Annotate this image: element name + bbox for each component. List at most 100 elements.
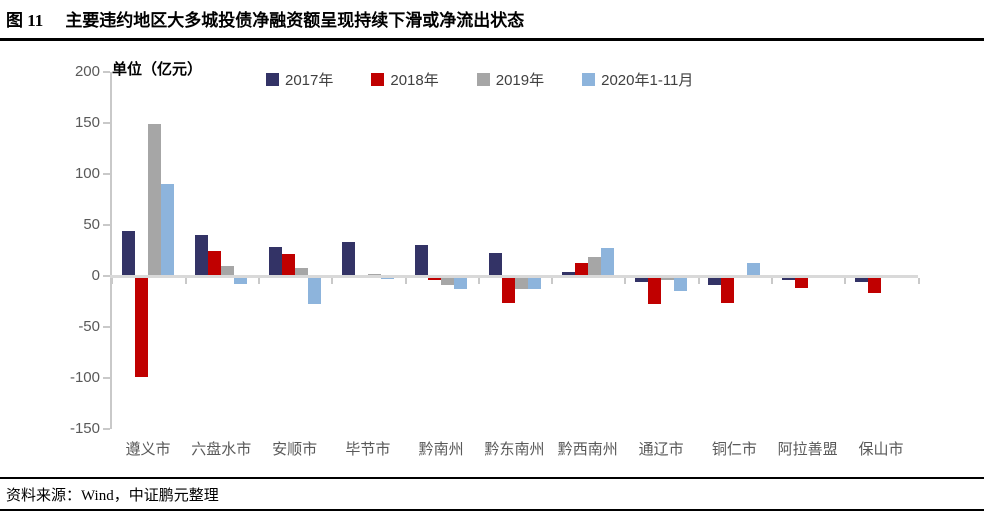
- legend-item: 2020年1-11月: [582, 69, 693, 90]
- x-tick-mark: [331, 277, 334, 284]
- legend-item: 2018年: [371, 69, 439, 90]
- divider-bottom: [0, 509, 984, 511]
- chart-bar: [307, 276, 321, 304]
- chart-bar: [747, 262, 761, 276]
- legend-swatch-icon: [476, 73, 490, 86]
- chart-bar: [855, 276, 868, 283]
- y-tick-label: -100: [69, 369, 100, 386]
- x-axis-label: 铜仁市: [711, 441, 757, 458]
- x-tick-mark: [111, 277, 114, 284]
- x-tick-mark: [257, 277, 260, 284]
- chart-legend: 2017年 2018年 2019年 2020年1-11月: [266, 69, 693, 90]
- chart-bar: [195, 235, 209, 276]
- divider-footer: [0, 477, 984, 479]
- x-tick-mark: [624, 277, 627, 284]
- chart-bar: [135, 276, 148, 377]
- legend-item: 2019年: [476, 69, 545, 90]
- chart-bar: [428, 276, 442, 281]
- chart-bar: [587, 256, 601, 276]
- figure-title-text: 主要违约地区大多城投债净融资额呈现持续下滑或净流出状态: [65, 11, 525, 30]
- y-tick-label: 150: [74, 114, 100, 131]
- y-tick-label: 100: [74, 165, 100, 182]
- figure-number: 图 11: [6, 11, 44, 30]
- x-tick-mark: [477, 277, 480, 284]
- y-tick-mark: [103, 428, 110, 430]
- y-tick-label: -150: [69, 420, 100, 437]
- x-axis-label: 安顺市: [272, 441, 318, 458]
- chart-bar: [674, 276, 688, 292]
- x-axis-label: 毕节市: [345, 441, 391, 458]
- chart-bar: [221, 265, 235, 276]
- chart-bar: [234, 276, 248, 285]
- chart-bar: [268, 247, 282, 276]
- y-tick-mark: [103, 275, 110, 277]
- chart-bar: [527, 276, 541, 290]
- x-axis-zero-line: [110, 274, 918, 278]
- chart-bar: [648, 276, 662, 304]
- source-note: 资料来源：Wind，中证鹏元整理: [6, 488, 219, 504]
- chart-bar: [488, 252, 502, 276]
- x-tick-mark: [184, 277, 187, 284]
- x-tick-mark: [771, 277, 774, 284]
- y-axis-line: [110, 72, 112, 429]
- unit-label: 单位（亿元）: [112, 61, 203, 78]
- x-axis-label: 保山市: [858, 441, 904, 458]
- y-tick-mark: [103, 173, 110, 175]
- chart-bar: [868, 276, 881, 294]
- chart-bar: [148, 124, 161, 276]
- legend-swatch-icon: [582, 73, 596, 86]
- chart-bar: [561, 271, 575, 276]
- x-axis-label: 遵义市: [125, 441, 171, 458]
- legend-label: 2019年: [495, 72, 545, 89]
- legend-swatch-icon: [371, 73, 385, 86]
- chart-bar: [661, 276, 675, 281]
- y-tick-label: 200: [74, 63, 100, 80]
- chart-bar: [600, 248, 614, 276]
- x-tick-mark: [844, 277, 847, 284]
- figure-title: 图 11 主要违约地区大多城投债净融资额呈现持续下滑或净流出状态: [6, 6, 976, 32]
- chart-bar: [161, 184, 174, 276]
- x-tick-mark: [551, 277, 554, 284]
- chart-bar: [501, 276, 515, 303]
- chart-bar: [294, 267, 308, 276]
- chart-bar: [380, 276, 394, 280]
- x-axis-label: 黔西南州: [557, 441, 618, 458]
- chart-bar: [635, 276, 649, 283]
- chart-bar: [781, 276, 795, 281]
- x-axis-label: 黔东南州: [484, 441, 545, 458]
- divider-top: [0, 38, 984, 41]
- chart-bar: [708, 276, 722, 286]
- y-tick-mark: [103, 71, 110, 73]
- chart-bar: [721, 276, 735, 303]
- x-axis-label: 阿拉善盟: [777, 441, 838, 458]
- y-tick-label: -50: [78, 318, 100, 335]
- y-tick-mark: [103, 326, 110, 328]
- legend-label: 2020年1-11月: [601, 72, 694, 89]
- legend-item: 2017年: [266, 69, 333, 90]
- chart-bar: [514, 276, 528, 290]
- chart-bar: [281, 253, 295, 276]
- chart-bar: [415, 245, 429, 276]
- bar-chart: 单位（亿元） 2017年 2018年 2019年 2020年1-11月 200 150 1…: [0, 42, 984, 472]
- chart-bar: [208, 250, 222, 276]
- legend-label: 2018年: [390, 72, 439, 89]
- y-tick-label: 0: [91, 267, 100, 284]
- x-axis-label: 六盘水市: [191, 441, 252, 458]
- x-axis-label: 通辽市: [638, 441, 684, 458]
- chart-bar: [454, 276, 468, 290]
- x-tick-mark: [697, 277, 700, 284]
- y-tick-mark: [103, 377, 110, 379]
- y-tick-label: 50: [83, 216, 100, 233]
- legend-label: 2017年: [285, 72, 334, 89]
- chart-bar: [794, 276, 808, 289]
- chart-bar: [122, 231, 135, 276]
- x-axis-label: 黔南州: [418, 441, 464, 458]
- x-tick-mark: [917, 277, 920, 284]
- legend-swatch-icon: [266, 73, 279, 86]
- chart-bar: [441, 276, 455, 286]
- chart-bar: [341, 242, 355, 276]
- x-tick-mark: [404, 277, 407, 284]
- chart-bar: [574, 262, 588, 276]
- y-tick-mark: [103, 122, 110, 124]
